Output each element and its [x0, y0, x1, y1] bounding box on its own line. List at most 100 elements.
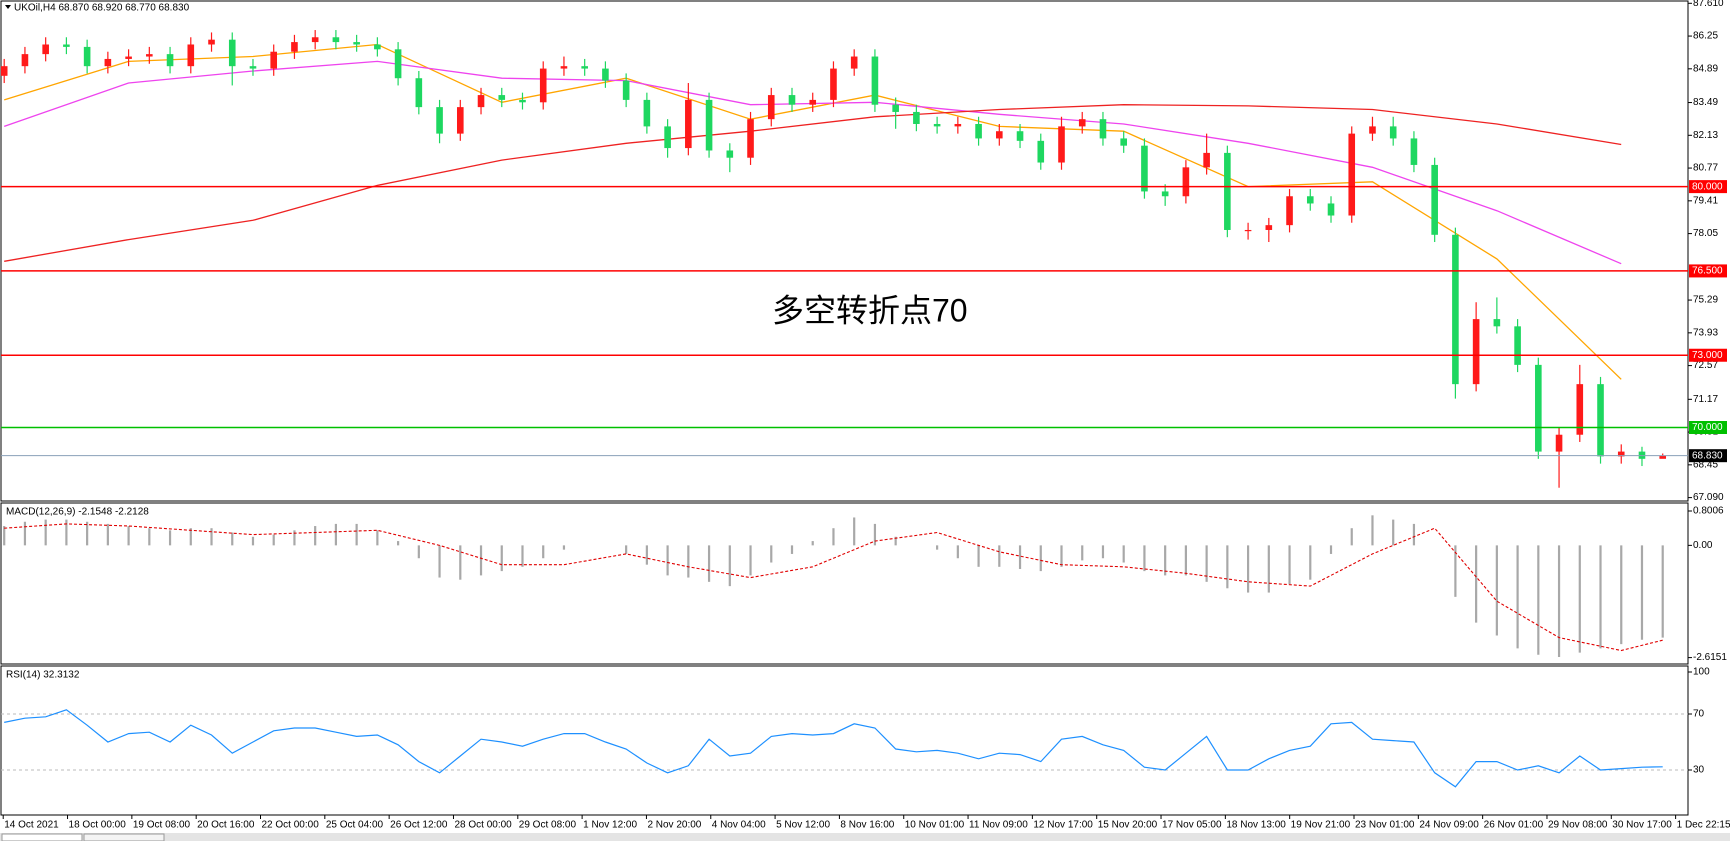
candle-body — [166, 54, 174, 67]
y-tick-label: 68.45 — [1693, 459, 1718, 470]
x-tick-label: 1 Dec 22:15 — [1677, 820, 1730, 831]
candle-body — [187, 44, 195, 67]
x-tick-label: 8 Nov 16:00 — [840, 820, 894, 831]
rsi-panel — [0, 665, 1689, 816]
candle-body — [1203, 152, 1210, 168]
macd-panel — [0, 502, 1689, 665]
candle-body — [747, 119, 754, 158]
x-tick-label: 14 Oct 2021 — [4, 820, 59, 831]
y-tick-label: 78.05 — [1693, 228, 1718, 239]
x-tick-label: 1 Nov 12:00 — [583, 820, 637, 831]
x-tick-label: 24 Nov 09:00 — [1419, 820, 1479, 831]
candle-body — [104, 58, 112, 67]
level-label: 76.500 — [1692, 266, 1723, 277]
level-label-bg — [1689, 348, 1727, 362]
candle-body — [1265, 225, 1273, 230]
candle-body — [1493, 319, 1501, 327]
x-tick-label: 2 Nov 20:00 — [647, 820, 701, 831]
candle-body — [560, 66, 568, 69]
candle-body — [1244, 229, 1252, 232]
candle-body — [622, 80, 630, 100]
level-label-bg — [1689, 180, 1727, 194]
candle-body — [788, 95, 796, 105]
last-price-bg — [1689, 449, 1727, 463]
level-label: 73.000 — [1692, 350, 1723, 361]
candle-body — [0, 66, 8, 76]
main-panel — [0, 0, 1689, 502]
x-tick-label: 17 Nov 05:00 — [1162, 820, 1222, 831]
candle-body — [1348, 133, 1356, 216]
moving-average — [4, 104, 1622, 262]
candle-body — [21, 54, 29, 67]
y-tick-label: 84.89 — [1693, 63, 1718, 74]
candle-body — [228, 39, 236, 67]
candle-body — [1514, 326, 1521, 365]
candle-body — [1224, 152, 1231, 230]
signal-line — [4, 523, 1663, 652]
candle-body — [830, 68, 837, 100]
candle-body — [664, 126, 671, 149]
x-tick-label: 19 Oct 08:00 — [133, 820, 191, 831]
candle-body — [581, 66, 588, 69]
candle-body — [726, 150, 734, 158]
candle-body — [436, 107, 443, 134]
candle-body — [1576, 384, 1584, 435]
x-tick-label: 15 Nov 20:00 — [1098, 820, 1158, 831]
candle-body — [850, 56, 858, 69]
candle-body — [871, 56, 879, 105]
candle-body — [975, 123, 982, 139]
candle-body — [1452, 234, 1459, 385]
candle-body — [249, 66, 257, 69]
candle-body — [767, 95, 775, 120]
y-tick-label: 0.8006 — [1693, 506, 1724, 517]
tab[interactable] — [1, 833, 83, 841]
candle-body — [685, 99, 692, 149]
candle-body — [208, 39, 215, 45]
candle-body — [1306, 196, 1314, 204]
candle-body — [63, 44, 70, 47]
candle-body — [311, 37, 319, 43]
candle-body — [353, 42, 360, 45]
x-tick-label: 18 Oct 00:00 — [69, 820, 127, 831]
candle-body — [996, 131, 1003, 139]
tab-strip — [0, 833, 1730, 841]
candle-body — [1327, 203, 1335, 216]
y-tick-label: 79.41 — [1693, 195, 1718, 206]
candle-body — [1099, 119, 1107, 139]
candle-body — [1161, 191, 1169, 197]
annotation: 多空转折点70 — [772, 292, 968, 328]
y-tick-label: 80.77 — [1693, 163, 1718, 174]
y-tick-label: 82.13 — [1693, 130, 1718, 141]
y-tick-label: 87.610 — [1693, 0, 1724, 9]
y-tick-label: 83.49 — [1693, 97, 1718, 108]
candle-body — [270, 51, 278, 69]
candle-body — [1286, 196, 1293, 226]
candle-body — [1617, 451, 1625, 457]
tab[interactable] — [83, 833, 165, 841]
candle-body — [1078, 119, 1086, 127]
x-tick-label: 29 Oct 08:00 — [519, 820, 577, 831]
candle-body — [1058, 126, 1065, 163]
candle-body — [913, 111, 920, 124]
x-tick-label: 28 Oct 00:00 — [454, 820, 512, 831]
candle-body — [519, 99, 526, 103]
level-label: 70.000 — [1692, 422, 1723, 433]
candle-body — [394, 49, 402, 79]
y-tick-label: 71.17 — [1693, 394, 1718, 405]
menu-arrow[interactable] — [5, 5, 11, 9]
level-label-bg — [1689, 421, 1727, 435]
x-tick-label: 26 Oct 12:00 — [390, 820, 448, 831]
x-tick-label: 20 Oct 16:00 — [197, 820, 255, 831]
candle-body — [456, 107, 464, 134]
x-tick-label: 19 Nov 21:00 — [1291, 820, 1351, 831]
last-price-label: 68.830 — [1692, 450, 1723, 461]
candle-body — [415, 78, 423, 108]
candle-body — [1410, 138, 1418, 165]
candle-body — [892, 104, 899, 112]
candle-body — [1535, 364, 1542, 452]
x-tick-label: 30 Nov 17:00 — [1612, 820, 1672, 831]
candle-body — [705, 99, 713, 151]
x-tick-label: 26 Nov 01:00 — [1484, 820, 1544, 831]
